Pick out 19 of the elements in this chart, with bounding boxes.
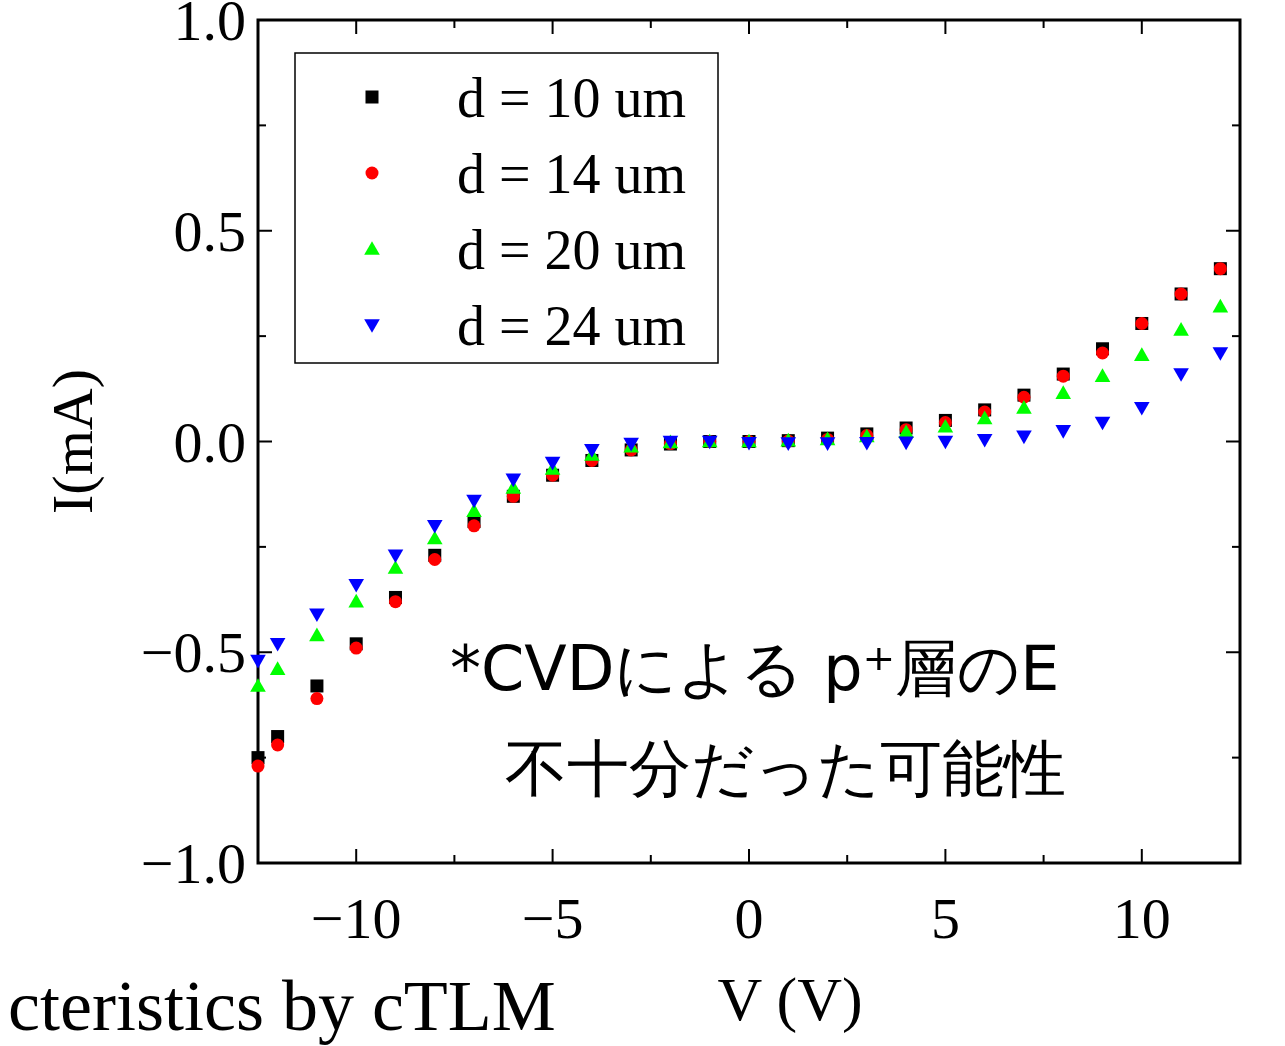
y-axis-title: I(mA)	[40, 369, 105, 514]
x-axis-title: V (V)	[717, 965, 863, 1034]
y-tick-label: 0.5	[173, 198, 246, 264]
legend-label: d = 20 um	[457, 219, 687, 281]
y-tick-label: −1.0	[140, 831, 246, 896]
x-tick-label: −10	[310, 886, 402, 951]
text: cteristics by cTLM	[8, 966, 556, 1046]
y-tick-label: −0.5	[140, 620, 246, 686]
y-tick-label: 0.0	[173, 409, 246, 475]
annotation: *CVDによる p⁺層のE	[450, 632, 1060, 705]
x-tick-label: −5	[521, 886, 584, 951]
y-tick-label: 1.0	[173, 0, 246, 53]
annotation: 不十分だった可能性	[505, 732, 1066, 805]
x-tick-label: 0	[734, 886, 764, 951]
legend-label: d = 24 um	[457, 295, 687, 357]
x-tick-label: 5	[930, 886, 960, 951]
legend-label: d = 14 um	[457, 143, 687, 205]
legend-label: d = 10 um	[457, 67, 687, 129]
x-tick-label: 10	[1112, 886, 1171, 951]
